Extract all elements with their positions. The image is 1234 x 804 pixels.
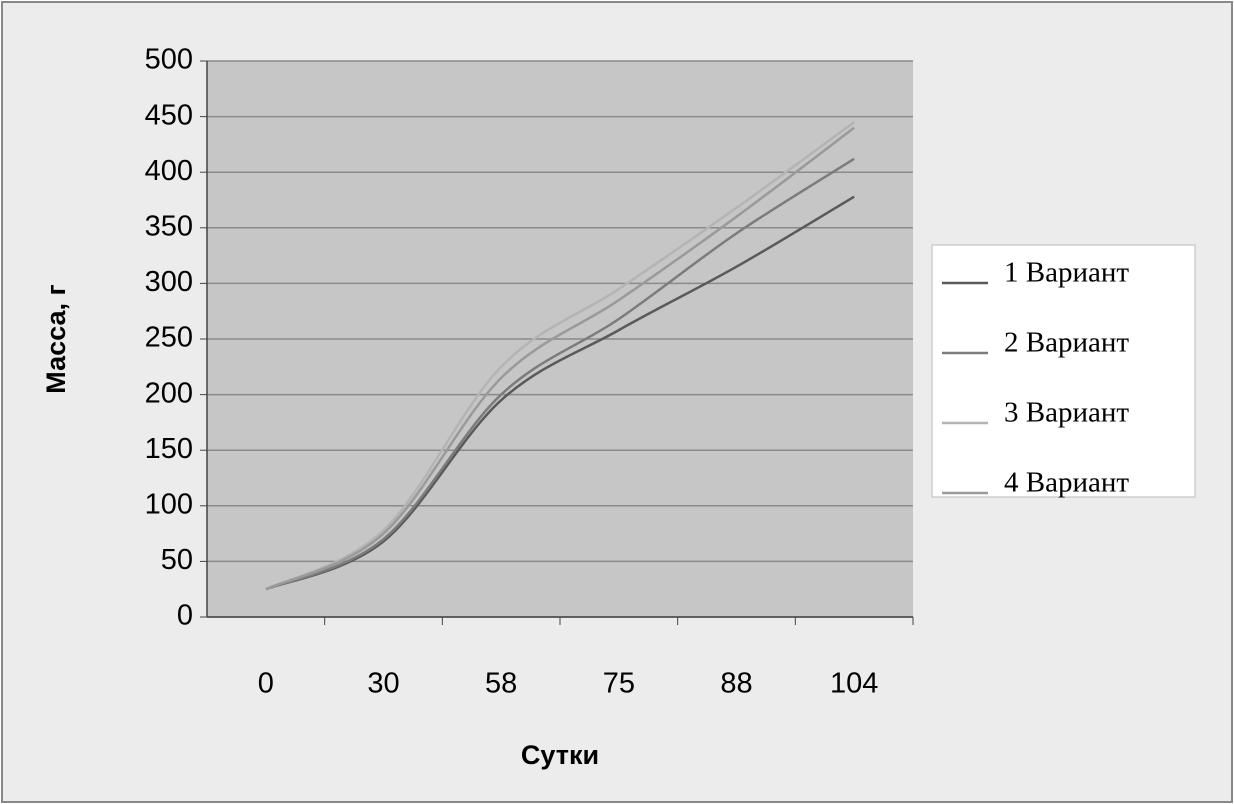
x-tick-label: 75 (603, 668, 635, 700)
x-tick-label: 0 (258, 668, 274, 700)
y-tick-label: 500 (145, 44, 193, 76)
legend-label: 4 Вариант (1004, 467, 1129, 499)
y-tick-label: 400 (145, 155, 193, 187)
legend-label: 1 Вариант (1004, 257, 1129, 289)
line-series (265, 126, 855, 591)
legend-label: 3 Вариант (1004, 397, 1129, 429)
legend (931, 244, 1196, 498)
x-tick-label: 30 (367, 668, 399, 700)
line-series (265, 121, 855, 591)
y-tick-label: 150 (145, 433, 193, 465)
y-axis-title: Масса, г (41, 284, 71, 393)
x-tick-label: 58 (485, 668, 517, 700)
y-tick-label: 300 (145, 266, 193, 298)
legend-label: 2 Вариант (1004, 327, 1129, 359)
x-axis-title: Сутки (521, 740, 599, 770)
line-series (265, 195, 855, 591)
y-tick-label: 450 (145, 99, 193, 131)
x-tick-label: 88 (720, 668, 752, 700)
y-tick-label: 200 (145, 377, 193, 409)
y-tick-label: 250 (145, 322, 193, 354)
y-tick-label: 100 (145, 488, 193, 520)
x-tick-label: 104 (830, 668, 878, 700)
y-tick-label: 0 (177, 600, 193, 632)
y-tick-label: 350 (145, 210, 193, 242)
line-series (265, 157, 855, 591)
y-tick-label: 50 (161, 544, 193, 576)
